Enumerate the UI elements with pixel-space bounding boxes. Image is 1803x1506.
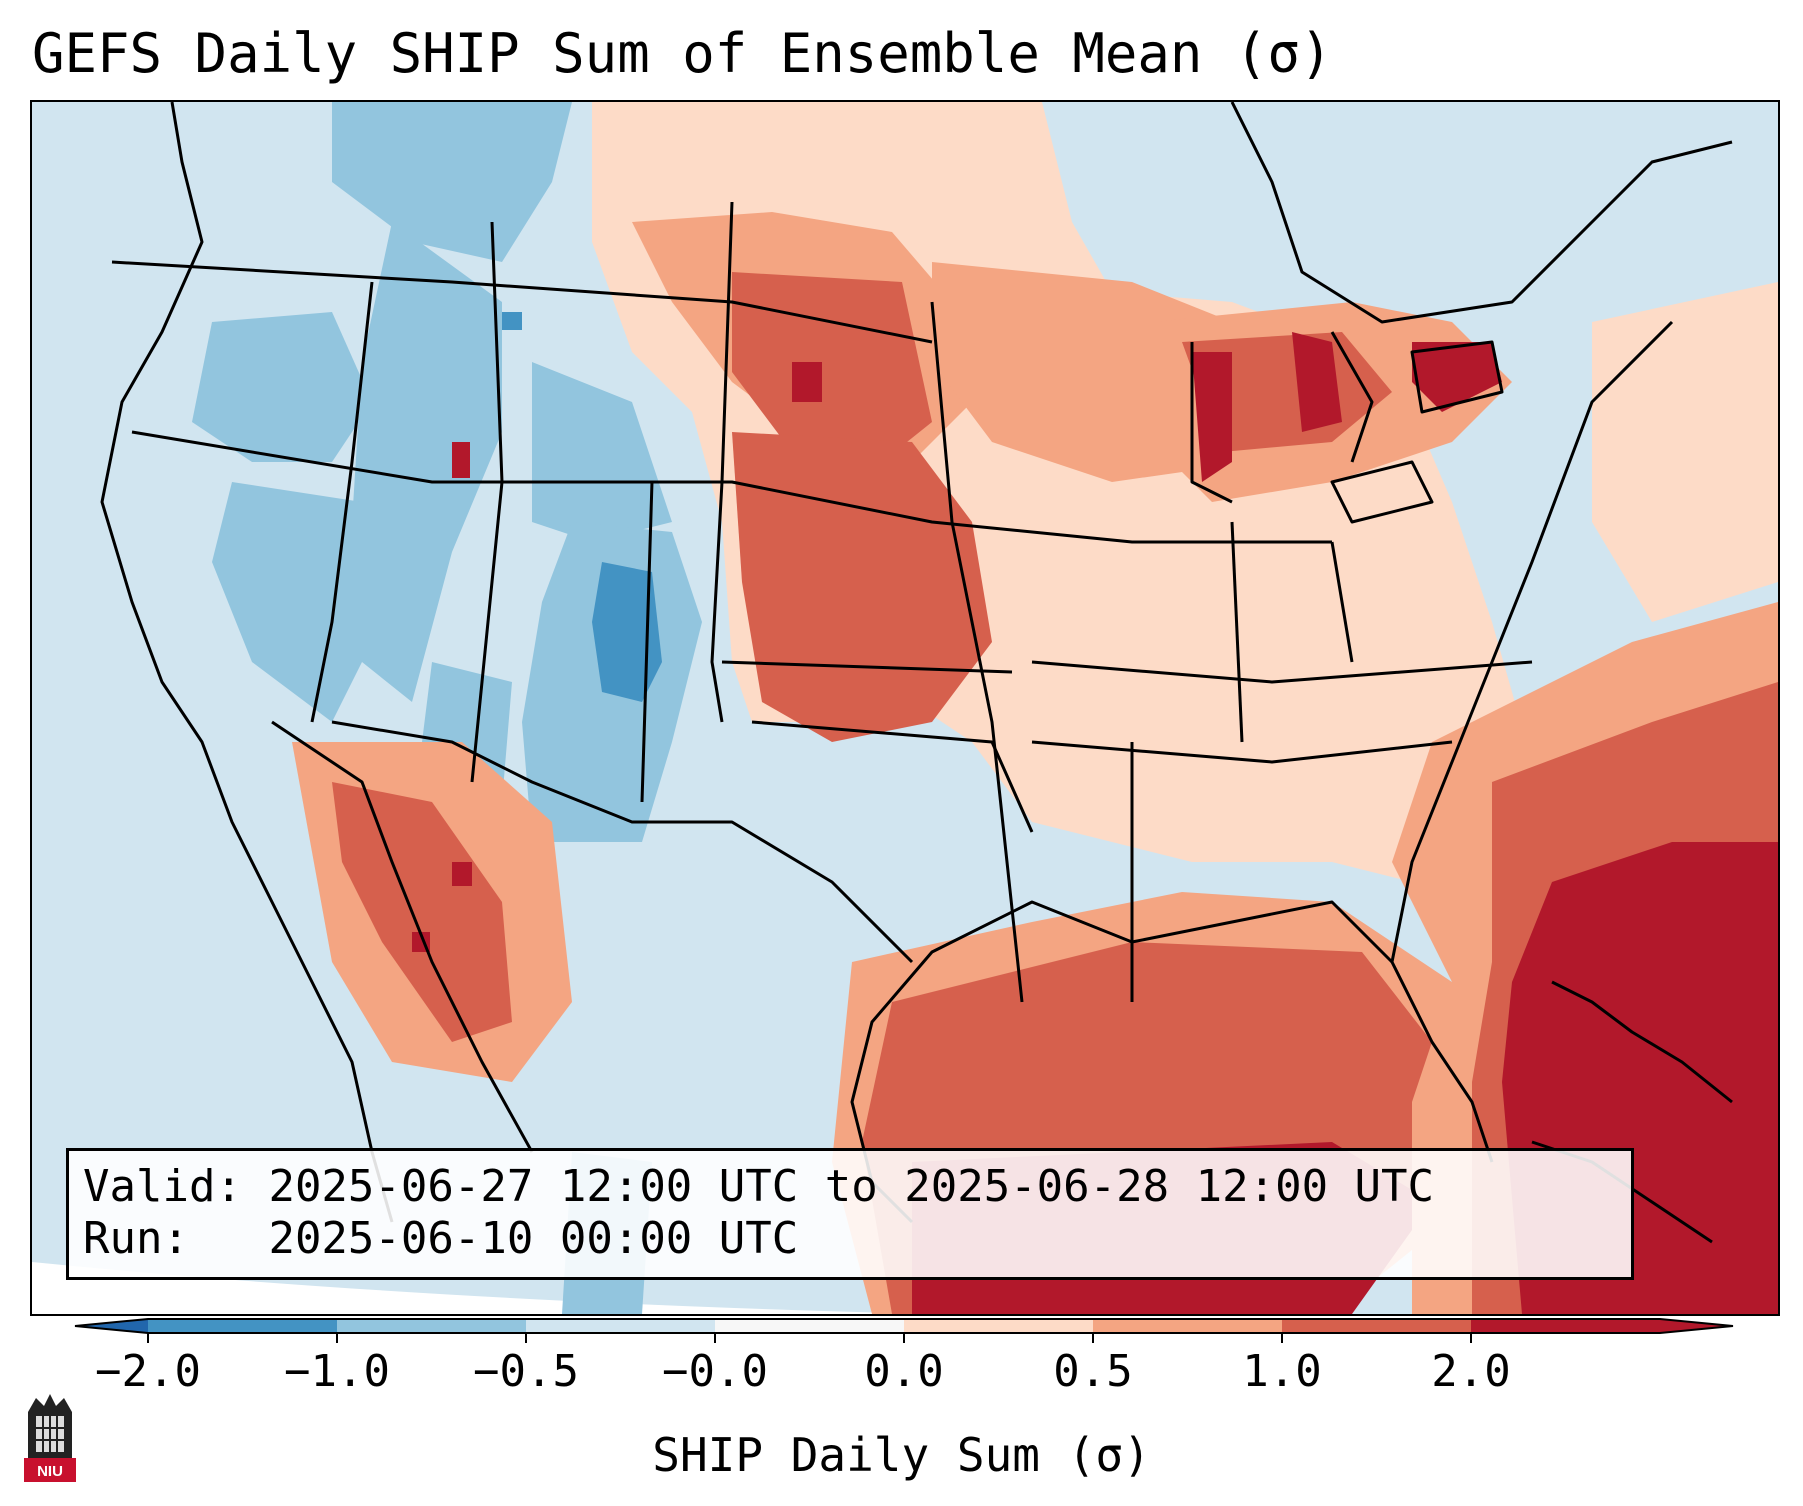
colorbar-segment — [1093, 1319, 1283, 1333]
colorbar-tick-label: −0.5 — [473, 1346, 579, 1397]
colorbar: −2.0 −1.0 −0.5 −0.0 0.0 0.5 1.0 2.0 — [74, 1318, 1734, 1397]
valid-value: 2025-06-27 12:00 UTC to 2025-06-28 12:00… — [268, 1161, 1435, 1212]
colorbar-label: SHIP Daily Sum (σ) — [652, 1428, 1151, 1482]
colorbar-tick-label: −2.0 — [95, 1346, 201, 1397]
colorbar-segment — [904, 1319, 1094, 1333]
colorbar-tick-label: −1.0 — [284, 1346, 390, 1397]
colorbar-over-arrow — [1660, 1319, 1733, 1333]
map-canvas — [32, 102, 1778, 1314]
colorbar-tick-label: 2.0 — [1431, 1346, 1510, 1397]
colorbar-segment — [526, 1319, 716, 1333]
colorbar-tick-label: 0.0 — [864, 1346, 943, 1397]
run-value: 2025-06-10 00:00 UTC — [268, 1213, 799, 1264]
run-label: Run: — [83, 1213, 189, 1264]
colorbar-segment — [715, 1319, 905, 1333]
map-panel — [30, 100, 1780, 1316]
valid-row: Valid: 2025-06-27 12:00 UTC to 2025-06-2… — [83, 1161, 1631, 1213]
colorbar-segment — [1471, 1319, 1661, 1333]
run-row: Run: 2025-06-10 00:00 UTC — [83, 1213, 1631, 1265]
colorbar-segment — [337, 1319, 527, 1333]
colorbar-ticks: −2.0 −1.0 −0.5 −0.0 0.0 0.5 1.0 2.0 — [95, 1333, 1511, 1397]
map-edge — [32, 1262, 932, 1314]
colorbar-segment — [148, 1319, 338, 1333]
info-box: Valid: 2025-06-27 12:00 UTC to 2025-06-2… — [66, 1148, 1634, 1280]
colorbar-segment — [1282, 1319, 1472, 1333]
niu-logo: NIU — [24, 1394, 76, 1482]
chart-title: GEFS Daily SHIP Sum of Ensemble Mean (σ) — [32, 22, 1333, 85]
colorbar-tick-label: −0.0 — [662, 1346, 768, 1397]
colorbar-segments — [148, 1319, 1661, 1333]
colorbar-under-arrow — [75, 1319, 148, 1333]
colorbar-tick-label: 0.5 — [1053, 1346, 1132, 1397]
coastlines-and-borders — [100, 102, 1733, 1244]
logo-text: NIU — [37, 1463, 63, 1480]
colorbar-tick-label: 1.0 — [1242, 1346, 1321, 1397]
valid-label: Valid: — [83, 1161, 242, 1212]
